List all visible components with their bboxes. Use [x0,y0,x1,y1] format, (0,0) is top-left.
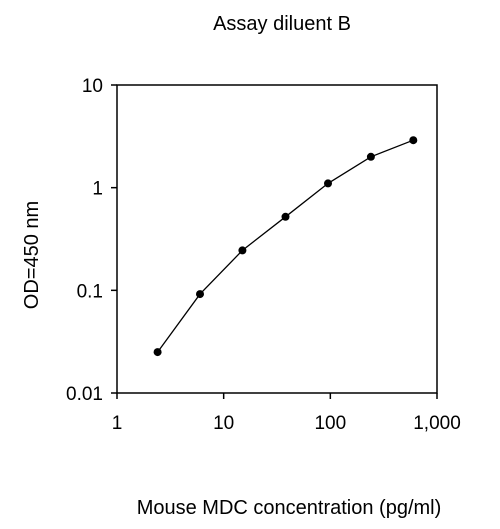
y-tick-label: 1 [92,179,103,200]
data-point [153,348,162,357]
x-tick-label: 1 [112,413,123,434]
y-tick-label: 0.1 [77,281,103,302]
x-axis-label: Mouse MDC concentration (pg/ml) [137,497,442,519]
chart-title: Assay diluent B [213,13,351,35]
y-tick-label: 10 [82,76,103,97]
y-tick-label: 0.01 [66,384,103,405]
x-tick-label: 1,000 [413,413,461,434]
data-point [281,212,290,221]
data-series [153,136,418,357]
series-line [157,139,414,353]
plot-frame [116,84,438,394]
plot-area [116,84,438,394]
x-tick-label: 10 [213,413,234,434]
y-axis-label: OD=450 nm [21,201,43,309]
y-axis-ticks: 0.01 0.1 1 10 [66,76,117,405]
x-tick-label: 100 [314,413,346,434]
data-point [366,152,375,161]
data-point [409,136,418,145]
data-point [238,246,247,255]
x-axis-ticks: 1 10 100 1,000 [112,393,461,434]
data-point [196,290,204,299]
data-point [324,179,332,188]
